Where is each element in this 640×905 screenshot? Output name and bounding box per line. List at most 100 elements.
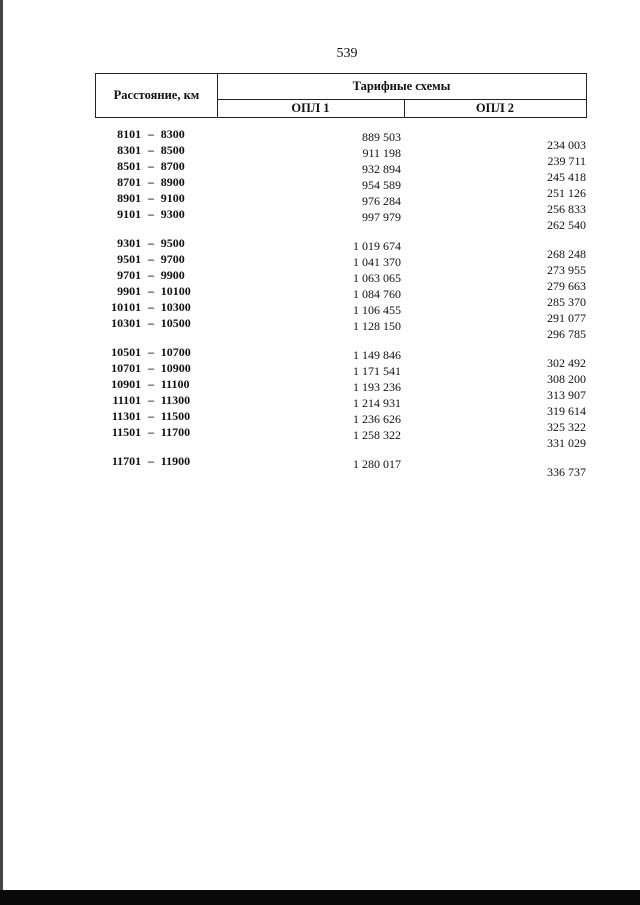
opl2-value: 273 955 xyxy=(547,263,586,277)
range-to: 10300 xyxy=(160,300,191,314)
range-dash: – xyxy=(147,159,154,173)
table-body: 8101–8300 889 503 234 003 8301–8500 911 198 2… xyxy=(0,127,640,479)
range-dash: – xyxy=(147,425,154,439)
range-from: 10501 xyxy=(111,345,142,359)
page-number: 539 xyxy=(336,46,358,61)
opl1-value: 1 280 017 xyxy=(353,457,401,471)
opl2-value: 291 077 xyxy=(547,311,586,325)
range-dash: – xyxy=(147,284,154,298)
opl1-value: 1 106 455 xyxy=(353,303,401,317)
distance-range: 11501–11700 xyxy=(100,425,200,440)
opl1-value: 976 284 xyxy=(362,194,401,208)
range-dash: – xyxy=(147,252,154,266)
range-to: 11300 xyxy=(160,393,191,407)
range-to: 8500 xyxy=(160,143,185,157)
table-row: 9101–9300 997 979 262 540 xyxy=(0,207,640,232)
range-dash: – xyxy=(147,361,154,375)
opl1-value: 1 063 065 xyxy=(353,271,401,285)
opl2-value: 331 029 xyxy=(547,436,586,450)
range-dash: – xyxy=(147,454,154,468)
opl2-value: 262 540 xyxy=(547,218,586,232)
range-to: 9300 xyxy=(160,207,185,221)
table-row: 8501–8700 932 894 245 418 xyxy=(0,159,640,184)
range-dash: – xyxy=(147,143,154,157)
opl1-value: 954 589 xyxy=(362,178,401,192)
scan-edge xyxy=(0,0,3,905)
opl2-value: 325 322 xyxy=(547,420,586,434)
range-to: 10700 xyxy=(160,345,191,359)
distance-range: 9701–9900 xyxy=(100,268,200,283)
table-row: 10101–10300 1 106 455 291 077 xyxy=(0,300,640,325)
table-row: 10501–10700 1 149 846 302 492 xyxy=(0,345,640,370)
range-dash: – xyxy=(147,345,154,359)
range-dash: – xyxy=(147,127,154,141)
opl1-value: 1 258 322 xyxy=(353,428,401,442)
opl1-value: 1 084 760 xyxy=(353,287,401,301)
opl1-value: 1 041 370 xyxy=(353,255,401,269)
opl2-value: 268 248 xyxy=(547,247,586,261)
distance-range: 8501–8700 xyxy=(100,159,200,174)
range-to: 10900 xyxy=(160,361,191,375)
range-to: 11900 xyxy=(160,454,191,468)
opl1-value: 1 193 236 xyxy=(353,380,401,394)
range-to: 11100 xyxy=(160,377,190,391)
opl2-value: 239 711 xyxy=(547,154,586,168)
distance-range: 9301–9500 xyxy=(100,236,200,251)
range-from: 8501 xyxy=(117,159,142,173)
table-row: 8101–8300 889 503 234 003 xyxy=(0,127,640,152)
header-distance: Расстояние, км xyxy=(96,74,218,117)
range-dash: – xyxy=(147,316,154,330)
table-row: 11101–11300 1 214 931 319 614 xyxy=(0,393,640,418)
range-to: 9900 xyxy=(160,268,185,282)
distance-range: 9901–10100 xyxy=(100,284,200,299)
opl2-value: 308 200 xyxy=(547,372,586,386)
opl1-value: 1 236 626 xyxy=(353,412,401,426)
table-row: 9701–9900 1 063 065 279 663 xyxy=(0,268,640,293)
range-from: 10701 xyxy=(111,361,142,375)
range-from: 8901 xyxy=(117,191,142,205)
table-row: 8901–9100 976 284 256 833 xyxy=(0,191,640,216)
range-from: 8701 xyxy=(117,175,142,189)
range-from: 8101 xyxy=(117,127,142,141)
distance-range: 11301–11500 xyxy=(100,409,200,424)
range-from: 9301 xyxy=(117,236,142,250)
range-to: 9500 xyxy=(160,236,185,250)
opl2-value: 302 492 xyxy=(547,356,586,370)
range-from: 10301 xyxy=(111,316,142,330)
range-from: 11701 xyxy=(111,454,142,468)
opl2-value: 245 418 xyxy=(547,170,586,184)
range-from: 10101 xyxy=(111,300,142,314)
range-dash: – xyxy=(147,207,154,221)
table-row: 11301–11500 1 236 626 325 322 xyxy=(0,409,640,434)
range-to: 8300 xyxy=(160,127,185,141)
range-to: 8700 xyxy=(160,159,185,173)
range-from: 11101 xyxy=(112,393,142,407)
distance-range: 8301–8500 xyxy=(100,143,200,158)
range-dash: – xyxy=(147,300,154,314)
range-from: 11301 xyxy=(111,409,142,423)
opl1-value: 1 019 674 xyxy=(353,239,401,253)
opl1-value: 911 198 xyxy=(362,146,401,160)
range-dash: – xyxy=(147,175,154,189)
opl1-value: 997 979 xyxy=(362,210,401,224)
table-row: 9901–10100 1 084 760 285 370 xyxy=(0,284,640,309)
range-dash: – xyxy=(147,409,154,423)
range-from: 9101 xyxy=(117,207,142,221)
header-opl1: ОПЛ 1 xyxy=(217,99,405,117)
table-row: 8301–8500 911 198 239 711 xyxy=(0,143,640,168)
distance-range: 10501–10700 xyxy=(100,345,200,360)
table-row: 10901–11100 1 193 236 313 907 xyxy=(0,377,640,402)
opl1-value: 1 149 846 xyxy=(353,348,401,362)
distance-range: 9501–9700 xyxy=(100,252,200,267)
header-tariff-schemes: Тарифные схемы xyxy=(217,74,586,100)
distance-range: 10901–11100 xyxy=(100,377,200,392)
distance-range: 11701–11900 xyxy=(100,454,200,469)
table-row: 10701–10900 1 171 541 308 200 xyxy=(0,361,640,386)
opl2-value: 313 907 xyxy=(547,388,586,402)
opl1-value: 1 214 931 xyxy=(353,396,401,410)
range-from: 11501 xyxy=(111,425,142,439)
distance-range: 10101–10300 xyxy=(100,300,200,315)
range-from: 9701 xyxy=(117,268,142,282)
scan-bottom-edge xyxy=(0,890,640,905)
distance-range: 9101–9300 xyxy=(100,207,200,222)
